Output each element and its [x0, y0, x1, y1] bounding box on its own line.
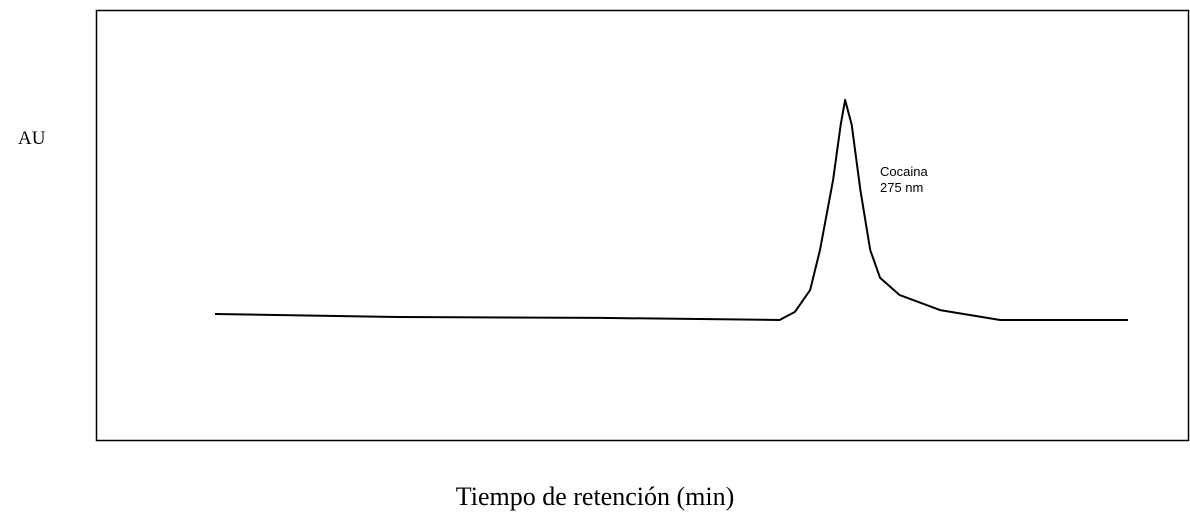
- annotation: Cocaina: [880, 164, 928, 179]
- plot-frame: [95, 9, 1190, 442]
- x-axis-label: Tiempo de retención (min): [456, 482, 734, 511]
- trace-line: [214, 98, 1128, 321]
- y-axis-label: AU: [18, 128, 46, 149]
- annotation: 275 nm: [880, 180, 923, 195]
